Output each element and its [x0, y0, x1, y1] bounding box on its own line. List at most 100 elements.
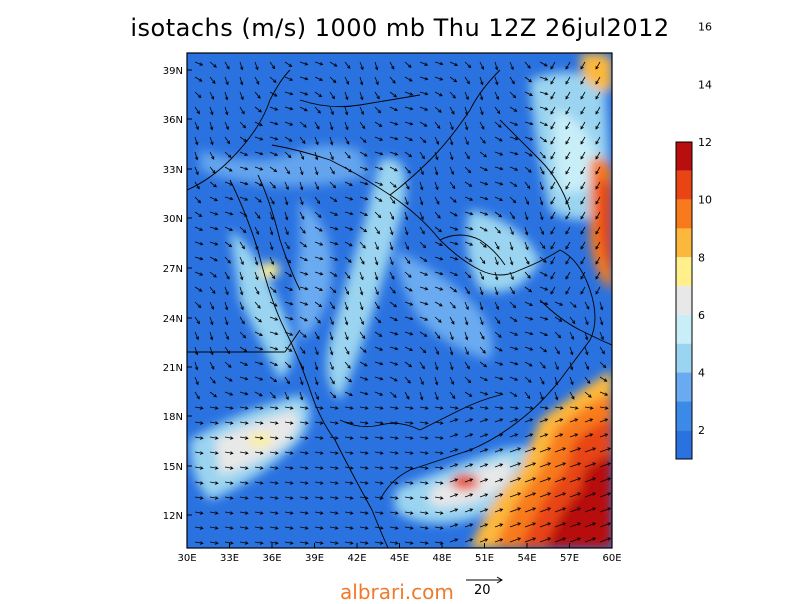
- wind-vector: [554, 507, 566, 513]
- wind-vector: [554, 346, 560, 354]
- wind-vector-head: [513, 183, 518, 187]
- wind-vector: [314, 241, 323, 246]
- wind-vector: [580, 211, 586, 220]
- wind-vector: [479, 523, 488, 528]
- wind-vector: [539, 433, 548, 438]
- wind-vector: [434, 91, 443, 97]
- wind-vector-head: [565, 95, 569, 100]
- wind-vector-head: [214, 421, 219, 425]
- wind-vector-head: [542, 365, 546, 369]
- wind-vector: [494, 463, 503, 468]
- wind-vector: [449, 61, 458, 66]
- wind-vector: [449, 76, 457, 83]
- wind-vector-head: [244, 541, 249, 545]
- wind-vector-head: [544, 91, 549, 96]
- wind-vector-head: [562, 447, 567, 451]
- wind-vector: [359, 271, 364, 280]
- wind-vector: [239, 166, 248, 170]
- wind-vector-head: [239, 81, 244, 86]
- watermark: albrari.com: [340, 580, 454, 604]
- wind-vector-head: [409, 137, 414, 141]
- wind-vector: [434, 451, 443, 454]
- wind-vector-head: [334, 451, 339, 455]
- wind-vector-head: [315, 381, 319, 386]
- wind-vector: [539, 136, 547, 143]
- wind-vector-head: [509, 246, 514, 251]
- wind-vector-head: [199, 541, 204, 545]
- wind-vector-head: [550, 125, 554, 130]
- colorbar-segment: [676, 314, 692, 344]
- wind-vector-head: [480, 66, 485, 70]
- wind-vector: [299, 316, 308, 322]
- wind-vector: [389, 166, 398, 172]
- wind-vector-head: [484, 167, 488, 172]
- wind-vector: [479, 211, 488, 216]
- wind-vector-head: [349, 481, 354, 485]
- wind-vector-head: [391, 276, 395, 280]
- wind-vector-head: [604, 406, 609, 410]
- wind-vector: [209, 256, 218, 262]
- wind-vector-head: [407, 64, 412, 68]
- wind-vector-head: [565, 170, 569, 175]
- wind-vector-head: [379, 151, 384, 156]
- wind-vector-head: [540, 231, 545, 235]
- wind-vector-head: [439, 436, 444, 440]
- wind-vector: [404, 196, 409, 205]
- wind-vector-head: [214, 541, 219, 545]
- wind-vector: [479, 241, 487, 248]
- wind-vector-head: [304, 76, 309, 81]
- wind-vector: [299, 466, 308, 469]
- wind-vector: [509, 462, 521, 468]
- wind-vector-head: [259, 347, 264, 351]
- wind-vector-head: [466, 290, 470, 295]
- wind-vector: [389, 481, 398, 484]
- wind-vector-head: [272, 289, 277, 293]
- wind-vector: [464, 121, 468, 130]
- colorbar-segment: [676, 257, 692, 287]
- wind-vector-head: [517, 477, 522, 481]
- wind-vector-head: [319, 481, 324, 485]
- wind-vector: [299, 211, 305, 220]
- wind-vector: [269, 526, 278, 529]
- wind-vector: [254, 481, 263, 484]
- wind-vector-head: [362, 244, 366, 249]
- wind-vector-head: [406, 185, 410, 190]
- coastlines: [187, 69, 612, 548]
- wind-vector-head: [544, 77, 549, 81]
- wind-vector-head: [580, 200, 584, 205]
- wind-vector: [569, 507, 581, 513]
- wind-vector: [464, 361, 470, 369]
- wind-vector: [299, 301, 308, 306]
- wind-vector: [479, 136, 486, 144]
- wind-vector: [599, 507, 611, 513]
- wind-vector-head: [406, 395, 410, 400]
- wind-vector-head: [592, 462, 597, 466]
- wind-vector: [284, 76, 293, 81]
- wind-vector: [580, 91, 586, 100]
- wind-vector-head: [194, 351, 199, 356]
- wind-vector-head: [379, 182, 384, 186]
- wind-vector: [404, 166, 411, 174]
- wind-vector: [434, 436, 443, 439]
- wind-vector: [449, 523, 458, 528]
- wind-vector: [239, 331, 246, 339]
- wind-vector-head: [244, 436, 249, 440]
- wind-vector-head: [436, 125, 441, 130]
- wind-vector-head: [378, 123, 383, 127]
- wind-vector: [419, 166, 424, 175]
- wind-vector-head: [468, 393, 473, 397]
- wind-vector: [284, 151, 292, 158]
- wind-vector-head: [544, 287, 549, 291]
- wind-vector: [434, 151, 438, 160]
- wind-vector: [344, 196, 353, 200]
- wind-vector-head: [469, 493, 474, 497]
- wind-vector: [254, 376, 263, 381]
- wind-vector-head: [404, 216, 409, 221]
- wind-vector: [269, 541, 278, 544]
- wind-vector: [359, 406, 368, 409]
- wind-vector: [299, 271, 308, 275]
- wind-vector-head: [454, 538, 459, 542]
- wind-vector-head: [228, 378, 233, 382]
- wind-vector: [509, 537, 521, 543]
- wind-vector: [374, 106, 381, 114]
